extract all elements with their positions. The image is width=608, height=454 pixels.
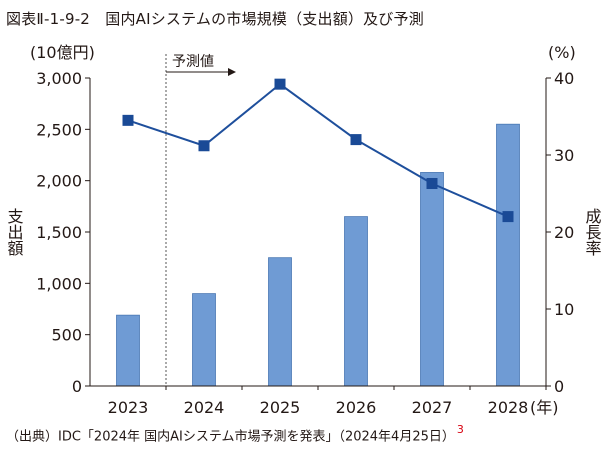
left-tick-label: 0	[72, 377, 82, 396]
x-tick-label: 2026	[336, 398, 377, 417]
x-unit-label: (年)	[530, 398, 559, 417]
growth-line-series	[122, 78, 514, 223]
x-tick-label: 2027	[412, 398, 453, 417]
growth-marker-2027	[426, 177, 438, 189]
bar-2026	[344, 216, 368, 387]
growth-line	[127, 82, 509, 218]
figure-title: 図表Ⅱ-1-9-2 国内AIシステムの市場規模（支出額）及び予測	[6, 10, 424, 28]
left-tick-label: 1,000	[36, 274, 82, 293]
right-tick-label: 0	[554, 377, 564, 396]
right-axis-title: 成長率	[583, 208, 602, 256]
left-tick-label: 1,500	[36, 223, 82, 242]
right-axis-unit: (%)	[548, 43, 576, 62]
axis-labels: 0 500 1,000 1,500 2,000 2,500 3,000 0 10 20 30 40 20…	[5, 43, 602, 417]
growth-marker-2026	[350, 134, 362, 146]
bar-2023	[116, 314, 140, 387]
left-axis-unit: (10億円)	[30, 43, 95, 62]
bar-series	[116, 123, 520, 387]
growth-marker-2028	[502, 211, 514, 223]
left-tick-label: 2,500	[36, 120, 82, 139]
left-tick-label: 500	[51, 326, 82, 345]
left-tick-label: 3,000	[36, 69, 82, 88]
right-tick-label: 40	[554, 69, 574, 88]
growth-marker-2024	[198, 140, 210, 152]
x-tick-label: 2028	[488, 398, 529, 417]
chart-axes	[85, 54, 551, 390]
growth-marker-2023	[122, 114, 134, 126]
right-tick-label: 20	[554, 223, 574, 242]
bar-2028	[496, 123, 520, 387]
forecast-label: 予測値	[172, 54, 214, 70]
x-tick-label: 2024	[184, 398, 225, 417]
forecast-arrow-head	[228, 68, 236, 76]
growth-marker-2025	[274, 78, 286, 90]
x-tick-label: 2023	[108, 398, 149, 417]
x-tick-label: 2025	[260, 398, 301, 417]
source-text: （出典）IDC「2024年 国内AIシステム市場予測を発表」（2024年4月25…	[6, 429, 455, 445]
right-tick-label: 10	[554, 300, 574, 319]
bar-2024	[192, 293, 216, 387]
footnote-ref: 3	[456, 423, 464, 436]
left-tick-label: 2,000	[36, 172, 82, 191]
source-note: （出典）IDC「2024年 国内AIシステム市場予測を発表」（2024年4月25…	[6, 423, 464, 445]
right-tick-label: 30	[554, 146, 574, 165]
bar-2025	[268, 257, 292, 387]
bar-2027	[420, 172, 444, 387]
left-axis-title: 支出額	[5, 208, 24, 256]
